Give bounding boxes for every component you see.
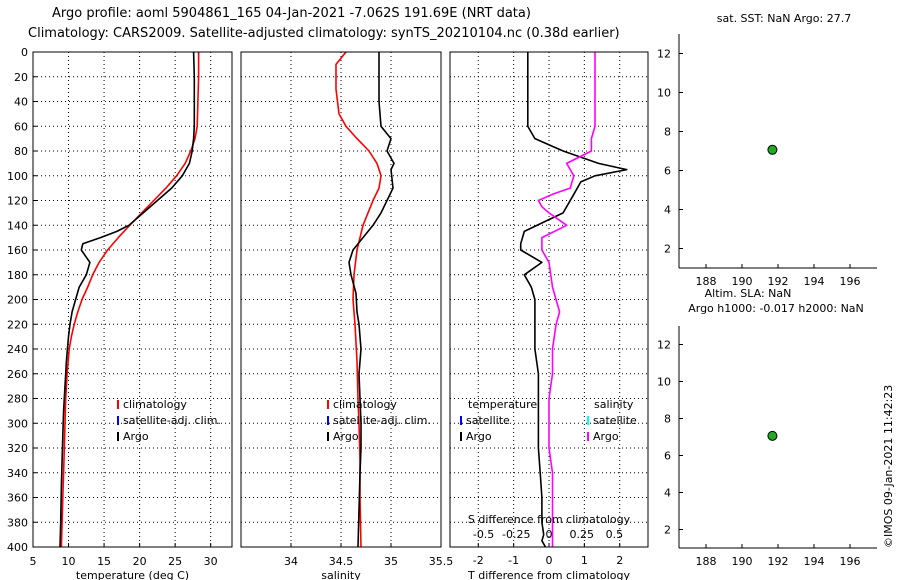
longitude-tick-label: 190 (732, 275, 753, 288)
legend-salinity-argo-label: Argo (593, 430, 619, 443)
t-difference-axis-label: T difference from climatology (467, 569, 630, 580)
x-tick-label: 35.5 (429, 555, 454, 568)
argo-location-marker (767, 430, 778, 441)
depth-tick-label: 300 (7, 417, 28, 430)
t-diff-tick-label: 1 (581, 554, 588, 567)
longitude-tick-label: 192 (768, 555, 789, 568)
depth-tick-label: 200 (7, 294, 28, 307)
latitude-tick-label: 12 (657, 339, 671, 352)
s-diff-tick-label: 0.25 (569, 528, 594, 541)
depth-tick-label: 160 (7, 244, 28, 257)
longitude-tick-label: 190 (732, 555, 753, 568)
latitude-tick-label: 4 (664, 204, 671, 217)
depth-tick-label: 40 (14, 96, 28, 109)
depth-tick-label: 400 (7, 541, 28, 554)
temperature-argo-line (59, 51, 196, 548)
legend-climatology-label: climatology (123, 398, 187, 411)
depth-tick-label: 340 (7, 467, 28, 480)
depth-tick-label: 240 (7, 343, 28, 356)
longitude-tick-label: 192 (768, 275, 789, 288)
x-tick-label: 35 (384, 555, 398, 568)
legend-satellite-adj-clim--label: satellite-adj. clim. (333, 414, 431, 427)
longitude-tick-label: 196 (840, 555, 861, 568)
latitude-tick-label: 2 (664, 524, 671, 537)
legend-salinity-title: salinity (594, 398, 634, 411)
legend-climatology-label: climatology (333, 398, 397, 411)
salinity-axis-label: salinity (321, 569, 361, 580)
latitude-tick-label: 8 (664, 413, 671, 426)
x-tick-label: 34.5 (329, 555, 354, 568)
depth-tick-label: 180 (7, 269, 28, 282)
legend-argo-label: Argo (333, 430, 359, 443)
latitude-tick-label: 10 (657, 376, 671, 389)
x-tick-label: 25 (168, 555, 182, 568)
temperature-climatology-line (60, 52, 200, 548)
x-tick-label: 34 (284, 555, 298, 568)
t-diff-tick-label: -2 (473, 554, 484, 567)
legend-temperature-satellite-label: satellite (466, 414, 510, 427)
latitude-tick-label: 2 (664, 243, 671, 256)
temperature-axis-label: temperature (deg C) (76, 569, 189, 580)
legend-satellite-adj-clim--label: satellite-adj. clim. (123, 414, 221, 427)
depth-tick-label: 0 (21, 46, 28, 59)
latitude-tick-label: 6 (664, 165, 671, 178)
t-diff-tick-label: 0 (546, 554, 553, 567)
depth-tick-label: 100 (7, 170, 28, 183)
latitude-tick-label: 4 (664, 487, 671, 500)
depth-tick-label: 120 (7, 195, 28, 208)
legend-temperature-title: temperature (468, 398, 537, 411)
depth-tick-label: 60 (14, 120, 28, 133)
depth-tick-label: 260 (7, 368, 28, 381)
sla-map-subtitle: Argo h1000: -0.017 h2000: NaN (688, 302, 864, 315)
longitude-tick-label: 188 (696, 555, 717, 568)
legend-salinity-satellite-label: satellite (593, 414, 637, 427)
latitude-tick-label: 10 (657, 87, 671, 100)
salinity-climatology-line (335, 51, 382, 548)
depth-tick-label: 80 (14, 145, 28, 158)
legend-temperature-argo-label: Argo (466, 430, 492, 443)
x-tick-label: 30 (204, 555, 218, 568)
sst-map-title: sat. SST: NaN Argo: 27.7 (717, 12, 851, 25)
t-diff-tick-label: -1 (508, 554, 519, 567)
depth-tick-label: 280 (7, 393, 28, 406)
latitude-tick-label: 6 (664, 450, 671, 463)
longitude-tick-label: 194 (804, 555, 825, 568)
longitude-tick-label: 196 (840, 275, 861, 288)
x-tick-label: 20 (133, 555, 147, 568)
t-difference-line (519, 52, 628, 548)
depth-tick-label: 380 (7, 516, 28, 529)
s-diff-tick-label: -0.5 (473, 528, 494, 541)
x-tick-label: 5 (30, 555, 37, 568)
s-difference-axis-label: S difference from climatology (468, 513, 631, 526)
depth-tick-label: 360 (7, 492, 28, 505)
s-diff-tick-label: -0.25 (502, 528, 530, 541)
s-diff-tick-label: 0.5 (606, 528, 624, 541)
latitude-tick-label: 8 (664, 126, 671, 139)
x-tick-label: 10 (62, 555, 76, 568)
s-difference-line (537, 52, 596, 547)
longitude-tick-label: 188 (696, 275, 717, 288)
latitude-tick-label: 12 (657, 48, 671, 61)
depth-tick-label: 220 (7, 318, 28, 331)
x-tick-label: 15 (97, 555, 111, 568)
depth-tick-label: 20 (14, 71, 28, 84)
t-diff-tick-label: 2 (616, 554, 623, 567)
argo-location-marker (767, 144, 778, 155)
sla-map-title: Altim. SLA: NaN (705, 287, 792, 300)
depth-tick-label: 320 (7, 442, 28, 455)
longitude-tick-label: 194 (804, 275, 825, 288)
depth-tick-label: 140 (7, 219, 28, 232)
salinity-argo-line (348, 52, 395, 548)
plot-title-line1: Argo profile: aoml 5904861_165 04-Jan-20… (52, 6, 531, 21)
plot-title-line2: Climatology: CARS2009. Satellite-adjuste… (28, 26, 620, 41)
s-diff-tick-label: 0 (546, 528, 553, 541)
legend-argo-label: Argo (123, 430, 149, 443)
